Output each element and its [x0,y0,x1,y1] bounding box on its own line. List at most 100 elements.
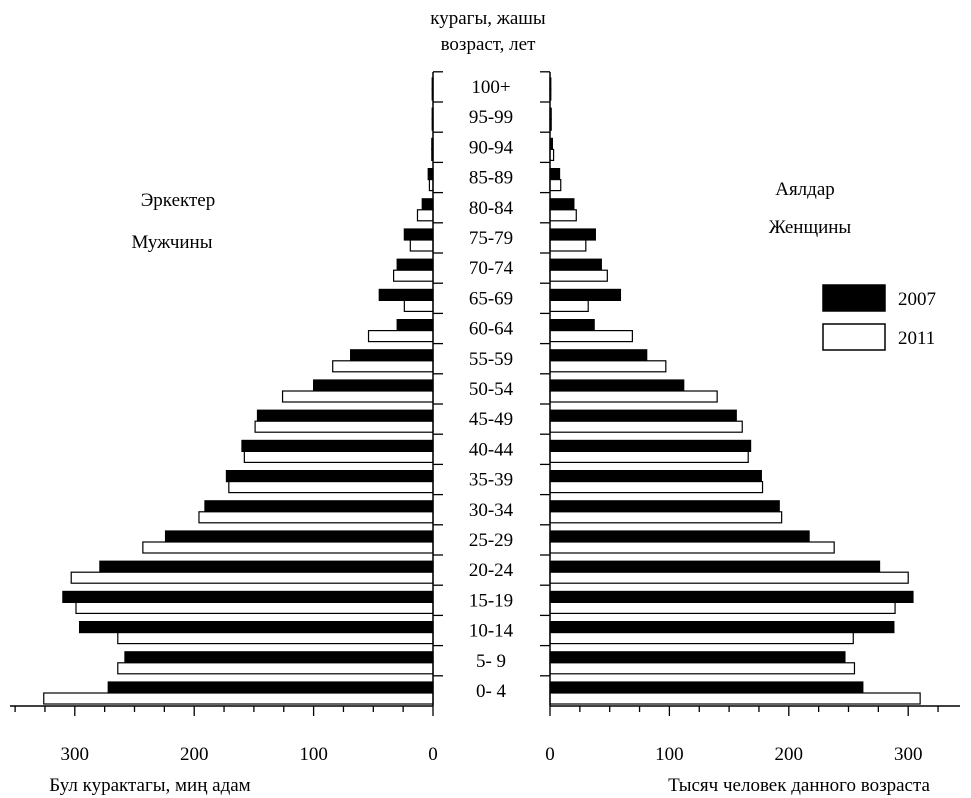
age-group-label: 55-59 [469,349,513,370]
title-line-2: возраст, лет [441,34,537,55]
male-bar-2007 [241,439,434,452]
legend-label-2011: 2011 [898,328,935,349]
female-bar-2011 [549,330,633,343]
age-group-label: 65-69 [469,288,513,309]
female-bar-2011 [549,420,743,433]
male-bar-2007 [396,258,434,271]
female-bar-2011 [549,179,562,192]
female-bar-2011 [549,662,856,675]
female-bar-2011 [549,390,718,403]
male-bar-2007 [204,500,434,513]
male-x-tick-label: 200 [180,744,209,765]
female-bar-2011 [549,601,896,615]
male-bar-2011 [198,511,434,524]
male-bar-2011 [117,631,434,645]
male-bar-2011 [332,360,434,373]
age-group-label: 85-89 [469,168,513,189]
female-bar-2011 [549,450,749,463]
male-bar-2007 [62,590,434,604]
male-x-tick-label: 300 [61,744,90,765]
female-bar-2007 [549,530,810,543]
male-bar-2007 [124,651,434,664]
male-bar-2011 [70,571,434,584]
male-bar-2011 [43,692,434,705]
female-bar-2007 [549,198,575,211]
female-bar-2007 [549,439,752,452]
female-bar-2011 [549,571,909,584]
female-bar-2007 [549,651,846,664]
male-bar-2007 [421,198,434,211]
age-group-label: 90-94 [469,137,514,158]
female-bar-2007 [549,288,622,301]
male-bar-2011 [392,269,434,282]
x-axis-label-left: Бул курактагы, миң адам [49,775,250,796]
male-bar-2011 [75,601,434,615]
female-bar-2007 [549,590,914,604]
female-bar-2011 [549,511,783,524]
male-label-kyrgyz: Эркектер [141,190,215,211]
female-bar-2011 [549,692,921,705]
male-bar-2011 [254,420,434,433]
female-bar-2007 [549,349,648,362]
female-label-kyrgyz: Аялдар [775,179,835,200]
bars-layer [43,77,921,705]
male-bar-2007 [99,560,434,573]
age-group-label: 40-44 [469,439,514,460]
age-group-label: 15-19 [469,590,513,611]
age-group-label: 70-74 [469,258,514,279]
age-group-label: 10-14 [469,621,514,642]
female-bar-2007 [549,168,561,181]
age-group-label: 35-39 [469,470,513,491]
male-bar-2011 [416,209,434,222]
female-bar-2007 [549,319,595,332]
legend-swatch-2011 [822,323,886,351]
female-bar-2007 [549,620,895,634]
age-group-label: 30-34 [469,500,514,521]
female-bar-2007 [549,681,864,694]
female-bar-2007 [549,470,762,483]
female-bar-2007 [549,228,596,241]
legend-swatch-2007 [822,284,886,312]
age-group-label: 95-99 [469,107,513,128]
male-bar-2011 [281,390,434,403]
male-bar-2007 [403,228,434,241]
female-x-tick-label: 200 [775,744,804,765]
female-bar-2007 [549,409,737,422]
male-bar-2007 [350,349,434,362]
age-group-label: 0- 4 [476,681,507,702]
male-bar-2007 [396,319,434,332]
female-label-russian: Женщины [769,217,852,238]
female-bar-2011 [549,541,835,554]
male-bar-2007 [164,530,434,543]
age-group-label: 100+ [471,77,510,98]
male-bar-2011 [367,330,434,343]
title-line-1: курагы, жашы [430,8,546,29]
age-group-label: 80-84 [469,198,514,219]
female-bar-2011 [549,631,854,645]
male-x-tick-label: 100 [299,744,328,765]
female-bar-2007 [549,560,881,573]
male-label-russian: Мужчины [132,232,213,253]
age-group-label: 45-49 [469,409,513,430]
female-bar-2011 [549,239,587,252]
female-bar-2007 [549,258,602,271]
age-group-label: 5- 9 [476,651,506,672]
female-x-tick-label: 100 [655,744,684,765]
male-bar-2007 [107,681,434,694]
age-group-label: 50-54 [469,379,514,400]
female-bar-2011 [549,299,589,312]
male-bar-2011 [403,299,434,312]
female-bar-2007 [549,500,780,513]
female-bar-2011 [549,481,764,494]
age-group-label: 25-29 [469,530,513,551]
axis-ticks-layer: 0 0 100 100 200 200 300 300 0- 4 5- 9 10-14 15-19 20… [10,71,960,765]
male-bar-2011 [243,450,434,463]
female-bar-2011 [549,269,608,282]
female-x-tick-label: 0 [545,744,555,765]
male-bar-2007 [378,288,434,301]
age-group-label: 20-24 [469,560,514,581]
male-bar-2007 [78,620,434,634]
female-bar-2011 [549,360,667,373]
male-bar-2011 [228,481,434,494]
